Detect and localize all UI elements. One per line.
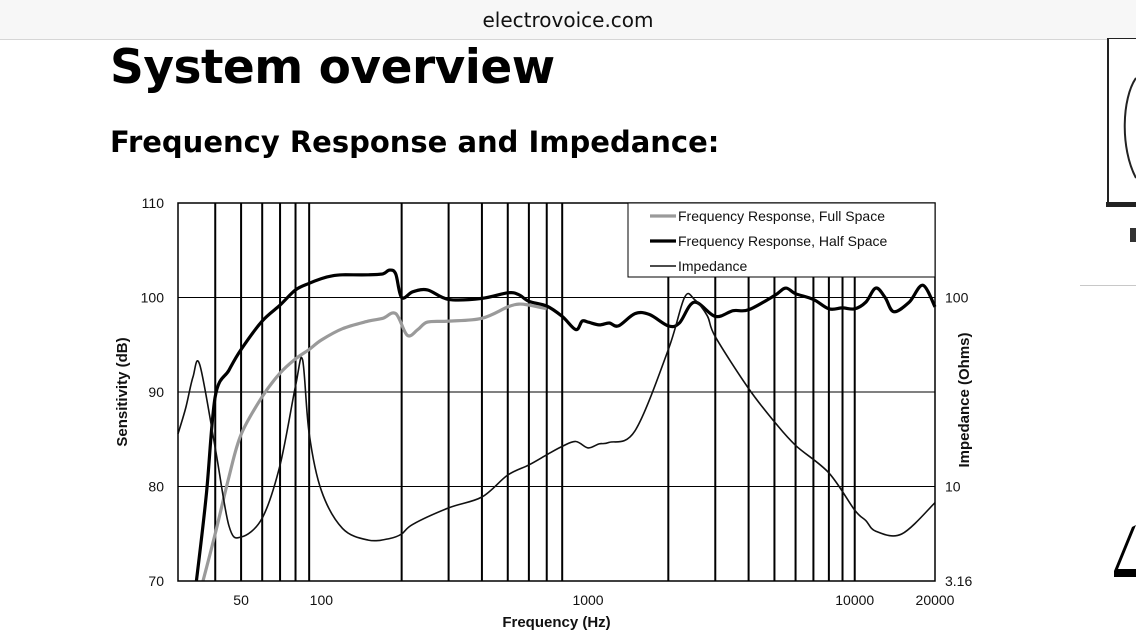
partial-logo-icon (1114, 525, 1136, 577)
section-heading: Frequency Response and Impedance: (110, 125, 720, 159)
y-tick-label: 80 (148, 479, 164, 495)
plot-frame (177, 202, 936, 582)
speaker-product-image[interactable] (1100, 38, 1136, 213)
legend-label: Impedance (678, 258, 747, 274)
y-tick-label: 110 (142, 195, 165, 211)
sidebar-divider (1080, 285, 1136, 286)
y2-tick-label: 3.16 (945, 573, 972, 589)
x-axis-label: Frequency (Hz) (502, 614, 610, 631)
x-tick-label: 50 (233, 592, 249, 608)
address-bar[interactable]: electrovoice.com (0, 0, 1136, 40)
y2-tick-label: 10 (945, 478, 961, 494)
y-axis-label: Sensitivity (dB) (114, 337, 131, 446)
partial-sidebar-text (1130, 228, 1136, 242)
legend-label: Frequency Response, Full Space (678, 208, 885, 224)
y-tick-label: 70 (148, 573, 164, 589)
full-space-series-line (201, 302, 548, 582)
y2-tick-label: 100 (945, 290, 969, 306)
y-tick-label: 100 (141, 290, 165, 306)
legend-label: Frequency Response, Half Space (678, 233, 888, 249)
y-tick-label: 90 (148, 384, 164, 400)
x-tick-label: 10000 (835, 592, 874, 608)
page-title: System overview (110, 40, 555, 95)
x-tick-label: 20000 (916, 592, 955, 608)
half-space-series-line (194, 268, 937, 582)
y2-axis-label: Impedance (Ohms) (956, 332, 973, 467)
legend-box (627, 202, 936, 278)
x-tick-label: 1000 (572, 592, 603, 608)
url-text[interactable]: electrovoice.com (482, 8, 654, 32)
x-tick-label: 100 (310, 592, 334, 608)
impedance-series-line (177, 292, 936, 542)
